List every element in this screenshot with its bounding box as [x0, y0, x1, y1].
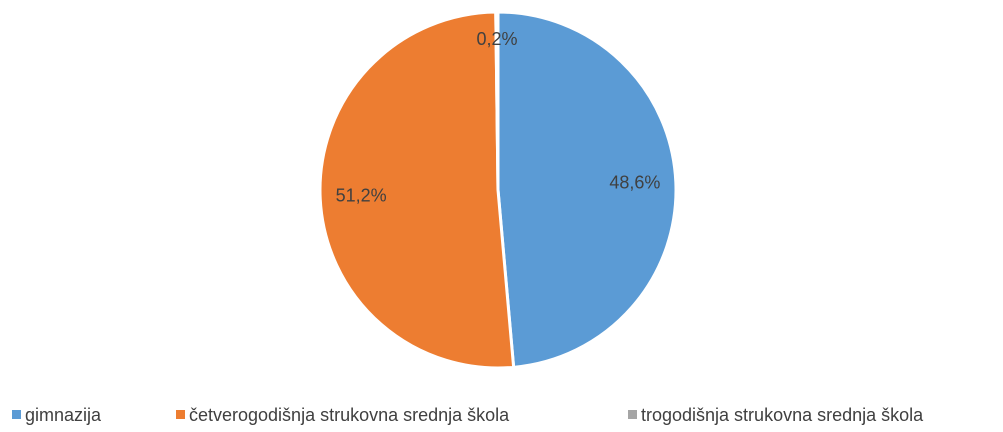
data-label: 0,2% — [477, 29, 518, 49]
data-label: 48,6% — [609, 173, 660, 193]
legend-swatch — [12, 410, 21, 419]
data-label: 51,2% — [336, 186, 387, 206]
legend-swatch — [628, 410, 637, 419]
legend-label: trogodišnja strukovna srednja škola — [641, 405, 924, 425]
legend-label: gimnazija — [25, 405, 102, 425]
legend-label: četverogodišnja strukovna srednja škola — [189, 405, 510, 425]
legend-swatch — [176, 410, 185, 419]
pie-slice — [318, 10, 516, 370]
pie-slice — [494, 10, 500, 191]
pie-slice — [496, 10, 678, 369]
